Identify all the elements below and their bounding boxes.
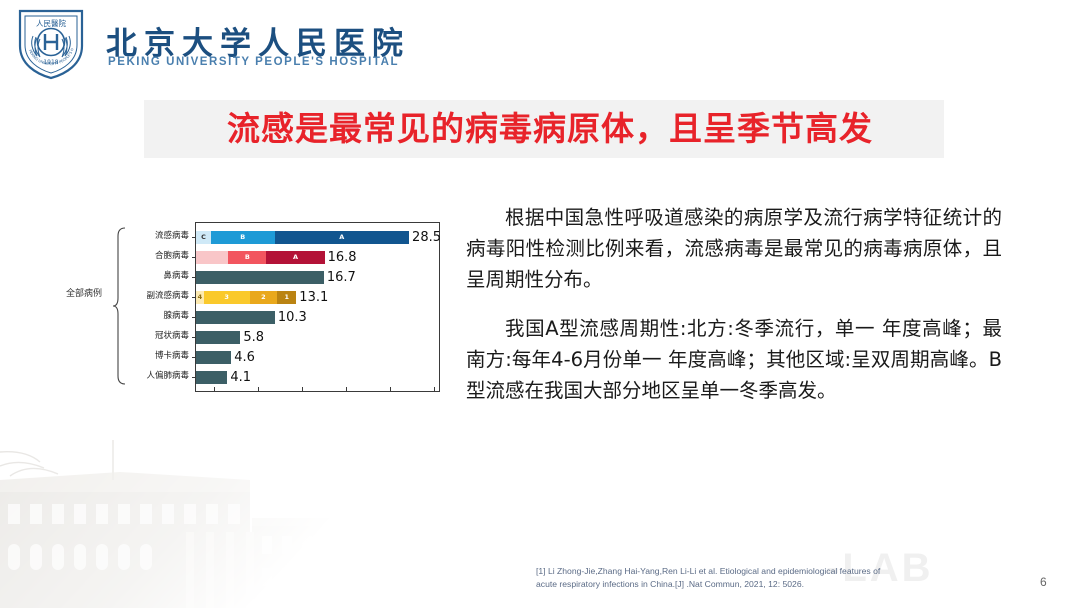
x-axis-tick — [346, 387, 348, 392]
bar-segment: A — [274, 230, 410, 244]
slide-header: 人民醫院 1918 PEKING UNIVERSITY PEOPLE'S HOS… — [0, 0, 1080, 84]
y-axis-tick — [192, 337, 196, 339]
chart-group-label: 全部病例 — [65, 289, 102, 299]
bar-segment: 3 — [203, 290, 250, 304]
y-axis-tick — [192, 257, 196, 259]
citation-block: [1] Li Zhong-Jie,Zhang Hai-Yang,Ren Li-L… — [536, 565, 988, 591]
y-axis-tick — [192, 377, 196, 379]
bar-value-label: 16.7 — [326, 269, 356, 285]
x-axis-tick — [434, 387, 436, 392]
bar-segment — [196, 330, 241, 344]
x-axis-tick — [302, 387, 304, 392]
y-axis-tick — [192, 277, 196, 279]
y-axis-tick — [192, 357, 196, 359]
bar-row: 4.6 — [196, 347, 441, 367]
bar-row: 4 3 2 1 13.1 — [196, 287, 441, 307]
bar-value-label: 4.1 — [230, 369, 252, 385]
title-band — [144, 100, 944, 158]
bar-segment: 4 — [196, 290, 204, 304]
category-brace-icon — [112, 226, 126, 386]
hospital-building-photo — [0, 432, 330, 608]
bar-segment — [196, 370, 228, 384]
bar-segment — [196, 270, 324, 284]
bar-segment: 1 — [277, 290, 297, 304]
org-name-en: PEKING UNIVERSITY PEOPLE'S HOSPITAL — [108, 56, 400, 68]
category-label: 合胞病毒 — [154, 251, 189, 261]
bar-segment: A — [266, 250, 325, 264]
bar-value-label: 16.8 — [327, 249, 357, 265]
category-label: 冠状病毒 — [154, 331, 189, 341]
category-label: 副流感病毒 — [146, 291, 189, 301]
y-axis-tick — [192, 237, 196, 239]
bar-value-label: 5.8 — [243, 329, 265, 345]
citation-line-1: [1] Li Zhong-Jie,Zhang Hai-Yang,Ren Li-L… — [536, 566, 881, 576]
x-axis-tick — [390, 387, 392, 392]
bar-segment — [196, 310, 275, 324]
bar-segment: B — [210, 230, 275, 244]
bar-value-label: 10.3 — [277, 309, 307, 325]
category-label-list: 流感病毒合胞病毒鼻病毒副流感病毒腺病毒冠状病毒博卡病毒人偏肺病毒 — [126, 226, 192, 386]
bar-row: B A 16.8 — [196, 247, 441, 267]
logo-year-text: 1918 — [43, 59, 58, 66]
org-name-zh: 北京大学人民医院 — [106, 26, 410, 62]
bar-row: 4.1 — [196, 367, 441, 387]
citation-line-2: acute respiratory infections in China.[J… — [536, 579, 804, 589]
category-label: 人偏肺病毒 — [146, 371, 189, 381]
watermark-text: -LAB — [826, 546, 934, 590]
bar-value-label: 28.5 — [412, 229, 441, 245]
bar — [196, 310, 275, 324]
hospital-shield-logo-icon: 人民醫院 1918 PEKING UNIVERSITY PEOPLE'S HOS… — [12, 3, 88, 80]
y-axis-tick — [192, 297, 196, 299]
bar-row: 16.7 — [196, 267, 441, 287]
bar-segment: B — [228, 250, 267, 264]
bar-row: 5.8 — [196, 327, 441, 347]
category-label: 鼻病毒 — [163, 271, 189, 281]
bar-segment — [196, 250, 229, 264]
y-axis-tick — [192, 317, 196, 319]
bar — [196, 350, 232, 364]
bar-row: C B A 28.5 — [196, 227, 441, 247]
bar-value-label: 4.6 — [234, 349, 255, 365]
svg-text:人民醫院: 人民醫院 — [36, 18, 66, 28]
page-title: 流感是最常见的病毒病原体，且呈季节高发 — [227, 109, 873, 148]
bar-row: 10.3 — [196, 307, 441, 327]
bar-segment: C — [196, 230, 211, 244]
category-label: 博卡病毒 — [154, 351, 189, 361]
bar-row-list: C B A 28.5 B A 16.8 16.7 4 3 2 1 13.1 10.3 5.8 4.6 4.1 — [196, 227, 441, 387]
category-label: 腺病毒 — [163, 311, 189, 321]
x-axis-tick-row — [196, 386, 441, 392]
body-text-block: 根据中国急性呼吸道感染的病原学及流行病学特征统计的病毒阳性检测比例来看，流感病毒… — [466, 202, 1002, 424]
bar-segment — [196, 350, 232, 364]
bar — [196, 330, 241, 344]
category-label: 流感病毒 — [154, 231, 189, 241]
x-axis-tick — [214, 387, 216, 392]
bar-value-label: 13.1 — [299, 289, 329, 305]
bar — [196, 270, 324, 284]
body-paragraph-2: 我国A型流感周期性:北方:冬季流行，单一 年度高峰；最南方:每年4-6月份单一 … — [466, 317, 1002, 402]
x-axis-tick — [258, 387, 260, 392]
bar — [196, 370, 228, 384]
page-number: 6 — [1040, 575, 1047, 589]
chart-plot-area: C B A 28.5 B A 16.8 16.7 4 3 2 1 13.1 10.3 5.8 4.6 4.1 — [192, 222, 441, 392]
body-paragraph-1: 根据中国急性呼吸道感染的病原学及流行病学特征统计的病毒阳性检测比例来看，流感病毒… — [466, 206, 1002, 291]
bar-segment: 2 — [249, 290, 278, 304]
